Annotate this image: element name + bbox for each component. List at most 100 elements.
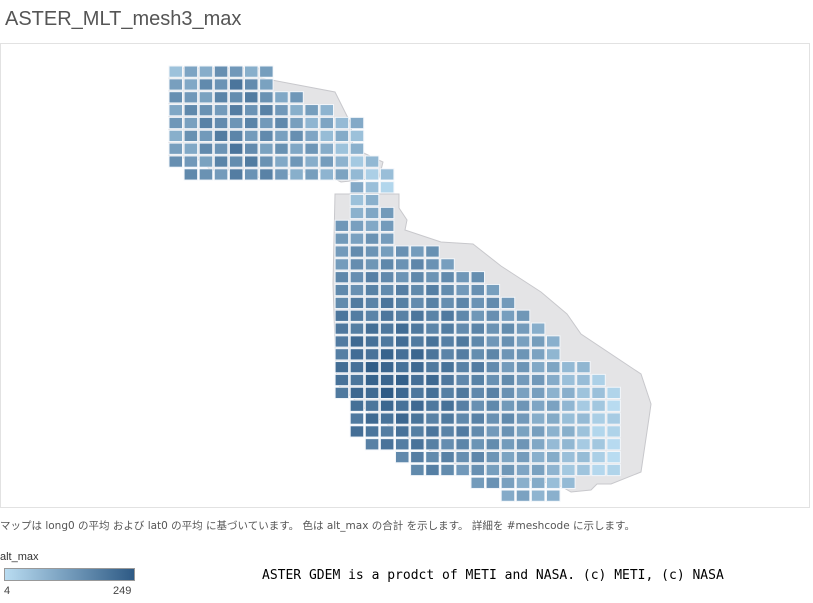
- mesh-cell[interactable]: [198, 104, 214, 117]
- mesh-cell[interactable]: [334, 142, 350, 155]
- mesh-cell[interactable]: [289, 129, 304, 142]
- mesh-cell[interactable]: [440, 463, 455, 477]
- mesh-cell[interactable]: [213, 78, 229, 91]
- mesh-cell[interactable]: [561, 425, 576, 438]
- mesh-cell[interactable]: [334, 309, 350, 322]
- mesh-cell[interactable]: [364, 206, 380, 220]
- mesh-cell[interactable]: [455, 412, 470, 425]
- mesh-cell[interactable]: [515, 309, 531, 322]
- mesh-cell[interactable]: [379, 296, 395, 310]
- mesh-cell[interactable]: [591, 386, 606, 399]
- mesh-cell[interactable]: [395, 373, 410, 387]
- mesh-cell[interactable]: [530, 386, 546, 399]
- mesh-cell[interactable]: [455, 425, 470, 438]
- mesh-cell[interactable]: [425, 386, 440, 399]
- mesh-cell[interactable]: [334, 296, 350, 310]
- mesh-cell[interactable]: [591, 399, 606, 412]
- mesh-cell[interactable]: [485, 463, 501, 477]
- mesh-cell[interactable]: [228, 168, 244, 181]
- mesh-cell[interactable]: [379, 283, 395, 297]
- mesh-cell[interactable]: [500, 399, 516, 412]
- mesh-cell[interactable]: [606, 451, 621, 464]
- mesh-cell[interactable]: [470, 438, 485, 451]
- mesh-cell[interactable]: [470, 296, 485, 310]
- mesh-cell[interactable]: [364, 296, 380, 310]
- mesh-cell[interactable]: [183, 91, 199, 104]
- mesh-cell[interactable]: [470, 399, 485, 412]
- mesh-cell[interactable]: [364, 399, 380, 412]
- mesh-cell[interactable]: [515, 373, 531, 387]
- mesh-cell[interactable]: [561, 451, 576, 464]
- mesh-cell[interactable]: [500, 476, 516, 489]
- mesh-cell[interactable]: [349, 181, 365, 194]
- mesh-cell[interactable]: [349, 142, 365, 155]
- mesh-cell[interactable]: [364, 219, 380, 232]
- mesh-cell[interactable]: [379, 399, 395, 412]
- mesh-cell[interactable]: [244, 129, 259, 142]
- mesh-cell[interactable]: [410, 348, 425, 361]
- mesh-cell[interactable]: [349, 206, 365, 220]
- mesh-cell[interactable]: [198, 78, 214, 91]
- mesh-cell[interactable]: [546, 399, 561, 412]
- mesh-cell[interactable]: [470, 322, 485, 335]
- mesh-cell[interactable]: [395, 412, 410, 425]
- mesh-cell[interactable]: [515, 412, 531, 425]
- mesh-cell[interactable]: [546, 451, 561, 464]
- mesh-cell[interactable]: [425, 425, 440, 438]
- mesh-cell[interactable]: [364, 283, 380, 297]
- mesh-cell[interactable]: [349, 219, 365, 232]
- mesh-cell[interactable]: [500, 322, 516, 335]
- mesh-cell[interactable]: [304, 104, 319, 117]
- mesh-cell[interactable]: [606, 425, 621, 438]
- mesh-cell[interactable]: [410, 399, 425, 412]
- mesh-cell[interactable]: [349, 283, 365, 297]
- mesh-cell[interactable]: [304, 168, 319, 181]
- mesh-cell[interactable]: [274, 104, 289, 117]
- mesh-cell[interactable]: [379, 425, 395, 438]
- mesh-cell[interactable]: [349, 271, 365, 284]
- mesh-cell[interactable]: [319, 168, 334, 181]
- mesh-cell[interactable]: [425, 451, 440, 464]
- mesh-cell[interactable]: [410, 258, 425, 271]
- mesh-cell[interactable]: [244, 91, 259, 104]
- mesh-cell[interactable]: [530, 463, 546, 477]
- mesh-cell[interactable]: [425, 309, 440, 322]
- mesh-cell[interactable]: [591, 425, 606, 438]
- mesh-cell[interactable]: [576, 463, 591, 477]
- mesh-cell[interactable]: [515, 425, 531, 438]
- mesh-cell[interactable]: [410, 463, 425, 477]
- mesh-cell[interactable]: [168, 116, 183, 130]
- mesh-cell[interactable]: [379, 309, 395, 322]
- mesh-cell[interactable]: [546, 476, 561, 489]
- mesh-cell[interactable]: [515, 438, 531, 451]
- mesh-cell[interactable]: [546, 373, 561, 387]
- mesh-cell[interactable]: [395, 335, 410, 348]
- mesh-cell[interactable]: [515, 322, 531, 335]
- mesh-cell[interactable]: [304, 142, 319, 155]
- mesh-cell[interactable]: [470, 425, 485, 438]
- mesh-cell[interactable]: [410, 386, 425, 399]
- mesh-cell[interactable]: [364, 271, 380, 284]
- mesh-cell[interactable]: [349, 116, 365, 130]
- mesh-cell[interactable]: [304, 116, 319, 130]
- mesh-cell[interactable]: [289, 168, 304, 181]
- mesh-cell[interactable]: [364, 258, 380, 271]
- mesh-cell[interactable]: [319, 104, 334, 117]
- mesh-cell[interactable]: [561, 463, 576, 477]
- mesh-cell[interactable]: [440, 425, 455, 438]
- mesh-cell[interactable]: [530, 476, 546, 489]
- mesh-cell[interactable]: [364, 438, 380, 451]
- mesh-cell[interactable]: [334, 129, 350, 142]
- mesh-cell[interactable]: [395, 451, 410, 464]
- mesh-cell[interactable]: [395, 348, 410, 361]
- mesh-cell[interactable]: [228, 142, 244, 155]
- mesh-cell[interactable]: [410, 271, 425, 284]
- mesh-cell[interactable]: [349, 129, 365, 142]
- mesh-cell[interactable]: [183, 142, 199, 155]
- mesh-cell[interactable]: [530, 399, 546, 412]
- mesh-cell[interactable]: [334, 232, 350, 245]
- mesh-cell[interactable]: [228, 65, 244, 78]
- mesh-cell[interactable]: [334, 155, 350, 168]
- mesh-cell[interactable]: [198, 116, 214, 130]
- mesh-cell[interactable]: [244, 78, 259, 91]
